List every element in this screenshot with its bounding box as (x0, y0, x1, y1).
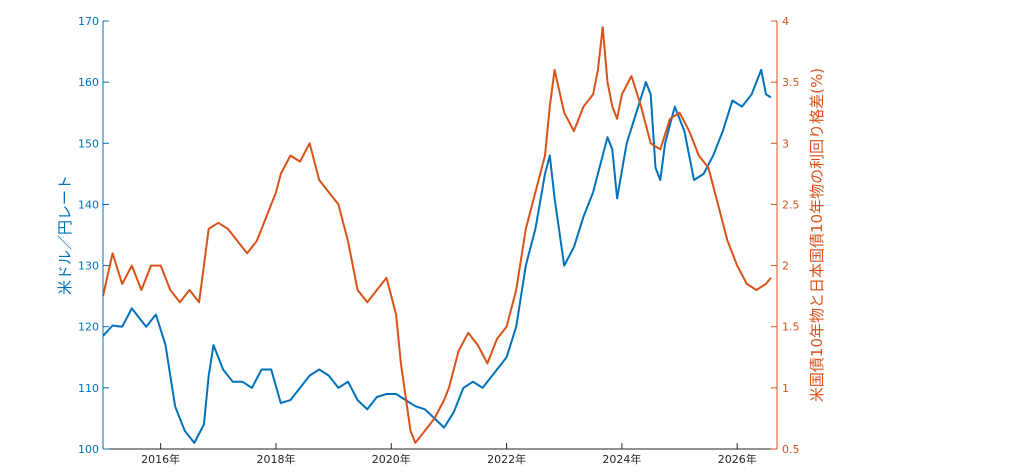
x-tick-label: 2018年 (256, 452, 295, 466)
yield-spread-series-line (102, 26, 772, 444)
x-tick-label: 2020年 (372, 452, 411, 466)
y-axis-right-label: 米国債10年物と日本国債10年物の利回り格差(%) (808, 68, 826, 402)
y-right-tick-label: 4 (782, 15, 789, 28)
y-left-tick-label: 110 (78, 382, 99, 395)
y-right-tick-label: 0.5 (782, 443, 800, 456)
y-right-tick-label: 3 (782, 137, 789, 150)
y-left-tick-label: 130 (78, 260, 99, 273)
x-tick-label: 2022年 (487, 452, 526, 466)
x-tick-label: 2026年 (718, 452, 757, 466)
y-left-tick-label: 140 (78, 198, 99, 211)
axes-layer: 2016年 2018年 2020年 2022年 2024年 2026年 100 110 120 1… (78, 15, 800, 466)
y-right-tick-label: 2 (782, 260, 789, 273)
y-left-tick-label: 170 (78, 15, 99, 28)
y-right-tick-label: 2.5 (782, 198, 800, 211)
y-left-tick-label: 160 (78, 76, 99, 89)
x-tick-label: 2024年 (602, 452, 641, 466)
series-layer (102, 26, 772, 444)
y-axis-left-label: 米ドル／円レート (56, 175, 74, 295)
usdjpy-series-line (102, 68, 772, 444)
y-right-tick-label: 3.5 (782, 76, 800, 89)
y-left-tick-label: 150 (78, 137, 99, 150)
y-right-tick-label: 1.5 (782, 321, 800, 334)
y-left-tick-label: 100 (78, 443, 99, 456)
y-right-tick-label: 1 (782, 382, 789, 395)
y-left-tick-label: 120 (78, 321, 99, 334)
plot-area (103, 21, 777, 449)
plot-background (103, 21, 777, 449)
x-tick-label: 2016年 (141, 452, 180, 466)
